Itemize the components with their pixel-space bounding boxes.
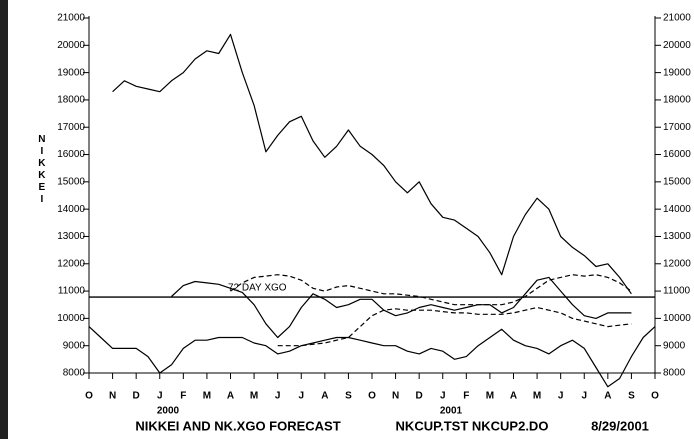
x-tick-label: O [85, 391, 93, 402]
y-axis-label: NIKKEI [36, 134, 47, 206]
x-tick-label: O [368, 391, 376, 402]
y-tick-label-left: 18000 [57, 95, 85, 106]
y-tick-label-right: 19000 [663, 67, 691, 78]
y-tick-label-left: 15000 [57, 176, 85, 187]
footer-date: 8/29/2001 [591, 418, 649, 433]
y-tick-label-right: 10000 [663, 313, 691, 324]
year-label: 2001 [440, 406, 463, 417]
x-tick-label: O [651, 391, 659, 402]
annotation: 72 DAY XGO [228, 283, 287, 294]
y-tick-label-left: 16000 [57, 149, 85, 160]
series-line [277, 306, 632, 347]
footer-file: NKCUP.TST NKCUP2.DO [396, 418, 549, 433]
x-tick-label: J [558, 391, 564, 402]
y-tick-label-left: 13000 [57, 231, 85, 242]
y-tick-label-right: 8000 [663, 368, 686, 379]
y-tick-label-left: 17000 [57, 122, 85, 133]
y-tick-label-right: 18000 [663, 95, 691, 106]
x-tick-label: N [109, 391, 116, 402]
series-line [171, 276, 632, 339]
y-tick-label-left: 19000 [57, 67, 85, 78]
x-tick-label: M [250, 391, 258, 402]
x-tick-label: S [628, 391, 635, 402]
x-tick-label: J [581, 391, 587, 402]
y-tick-label-right: 16000 [663, 149, 691, 160]
x-tick-label: D [133, 391, 140, 402]
x-tick-label: F [180, 391, 186, 402]
y-tick-label-right: 13000 [663, 231, 691, 242]
y-tick-label-left: 21000 [57, 13, 85, 24]
y-tick-label-left: 14000 [57, 204, 85, 215]
y-tick-label-right: 11000 [663, 286, 691, 297]
x-tick-label: J [298, 391, 304, 402]
y-tick-label-right: 9000 [663, 340, 686, 351]
x-tick-label: M [203, 391, 211, 402]
y-tick-label-left: 12000 [57, 258, 85, 269]
series-line [88, 326, 656, 388]
x-tick-label: A [321, 391, 328, 402]
x-tick-label: M [486, 391, 494, 402]
x-tick-label: A [510, 391, 517, 402]
x-tick-label: J [440, 391, 446, 402]
y-tick-label-right: 21000 [663, 13, 691, 24]
y-tick-label-right: 17000 [663, 122, 691, 133]
x-tick-label: F [463, 391, 469, 402]
y-tick-label-right: 14000 [663, 204, 691, 215]
series-line [230, 274, 632, 306]
footer-title: NIKKEI AND NK.XGO FORECAST [135, 418, 340, 433]
x-tick-label: J [275, 391, 281, 402]
y-tick-label-left: 11000 [58, 286, 86, 297]
y-tick-label-right: 20000 [663, 40, 691, 51]
y-tick-label-left: 10000 [57, 313, 85, 324]
x-tick-label: J [157, 391, 163, 402]
left-border [0, 0, 8, 439]
y-tick-label-left: 8000 [63, 368, 86, 379]
x-tick-label: M [533, 391, 541, 402]
y-tick-label-left: 20000 [57, 40, 85, 51]
x-tick-label: D [416, 391, 423, 402]
year-label: 2000 [157, 406, 180, 417]
series-line [112, 33, 632, 295]
y-tick-label-right: 15000 [663, 176, 691, 187]
x-tick-label: A [227, 391, 234, 402]
y-tick-label-right: 12000 [663, 258, 691, 269]
y-tick-label-left: 9000 [63, 340, 86, 351]
x-tick-label: N [392, 391, 399, 402]
x-tick-label: S [345, 391, 352, 402]
x-tick-label: A [604, 391, 611, 402]
